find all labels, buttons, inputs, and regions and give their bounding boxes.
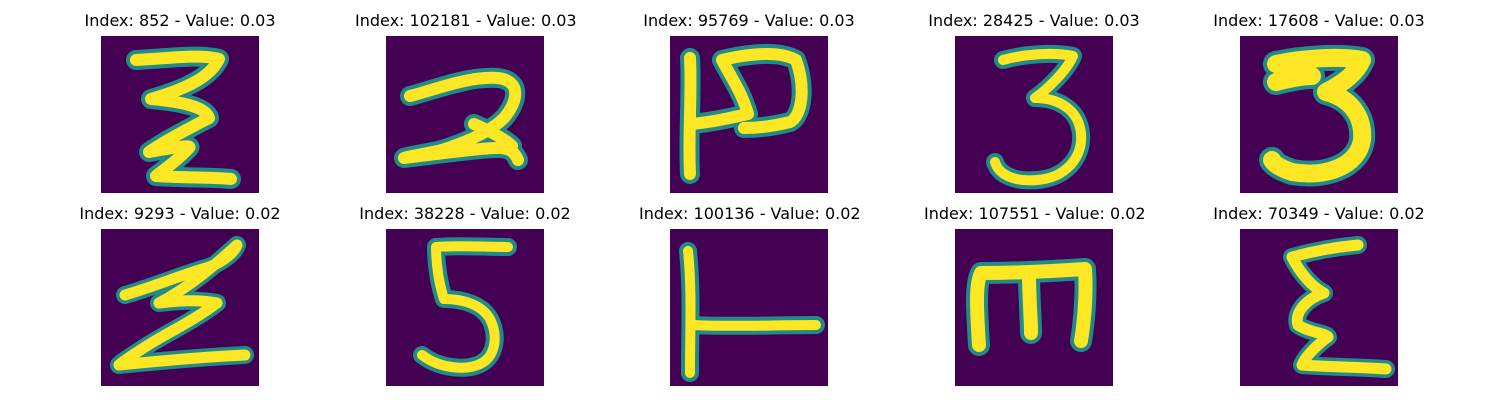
glyph-image [101, 229, 259, 386]
image-panel-6: Index: 9293 - Value: 0.02 [70, 204, 290, 386]
glyph-bold-three [1259, 44, 1376, 187]
glyph-zigzag-wide [110, 236, 254, 374]
glyph-five [413, 237, 517, 377]
image-panel-4: Index: 28425 - Value: 0.03 [924, 11, 1144, 193]
image-panel-5: Index: 17608 - Value: 0.03 [1209, 11, 1429, 193]
panel-title: Index: 100136 - Value: 0.02 [639, 204, 861, 223]
image-panel-10: Index: 70349 - Value: 0.02 [1209, 204, 1429, 386]
panel-title: Index: 38228 - Value: 0.02 [359, 204, 571, 223]
glyph-rotated-p [679, 43, 812, 184]
glyph-three [986, 44, 1091, 190]
panel-title: Index: 95769 - Value: 0.03 [643, 11, 855, 30]
glyph-image [670, 36, 828, 193]
panel-title: Index: 102181 - Value: 0.03 [355, 11, 577, 30]
glyph-image [1240, 36, 1398, 193]
image-panel-1: Index: 852 - Value: 0.03 [70, 11, 290, 193]
panel-title: Index: 70349 - Value: 0.02 [1213, 204, 1425, 223]
image-panel-9: Index: 107551 - Value: 0.02 [924, 204, 1146, 386]
glyph-zigzag-z [126, 46, 241, 189]
panel-title: Index: 17608 - Value: 0.03 [1213, 11, 1425, 30]
glyph-image [955, 229, 1113, 386]
panel-title: Index: 9293 - Value: 0.02 [79, 204, 281, 223]
panel-title: Index: 107551 - Value: 0.02 [924, 204, 1146, 223]
glyph-two [394, 67, 528, 170]
glyph-image [386, 229, 544, 386]
glyph-image [955, 36, 1113, 193]
image-panel-2: Index: 102181 - Value: 0.03 [355, 11, 577, 193]
glyph-image [1240, 229, 1398, 386]
glyph-sideways-t [679, 242, 825, 382]
panel-title: Index: 852 - Value: 0.03 [84, 11, 276, 30]
glyph-image [101, 36, 259, 193]
glyph-epsilon [1283, 236, 1395, 378]
panel-title: Index: 28425 - Value: 0.03 [928, 11, 1140, 30]
glyph-image [386, 36, 544, 193]
image-panel-7: Index: 38228 - Value: 0.02 [355, 204, 575, 386]
glyph-image [670, 229, 828, 386]
glyph-rotated-e [966, 258, 1097, 356]
image-panel-3: Index: 95769 - Value: 0.03 [639, 11, 859, 193]
image-panel-8: Index: 100136 - Value: 0.02 [639, 204, 861, 386]
